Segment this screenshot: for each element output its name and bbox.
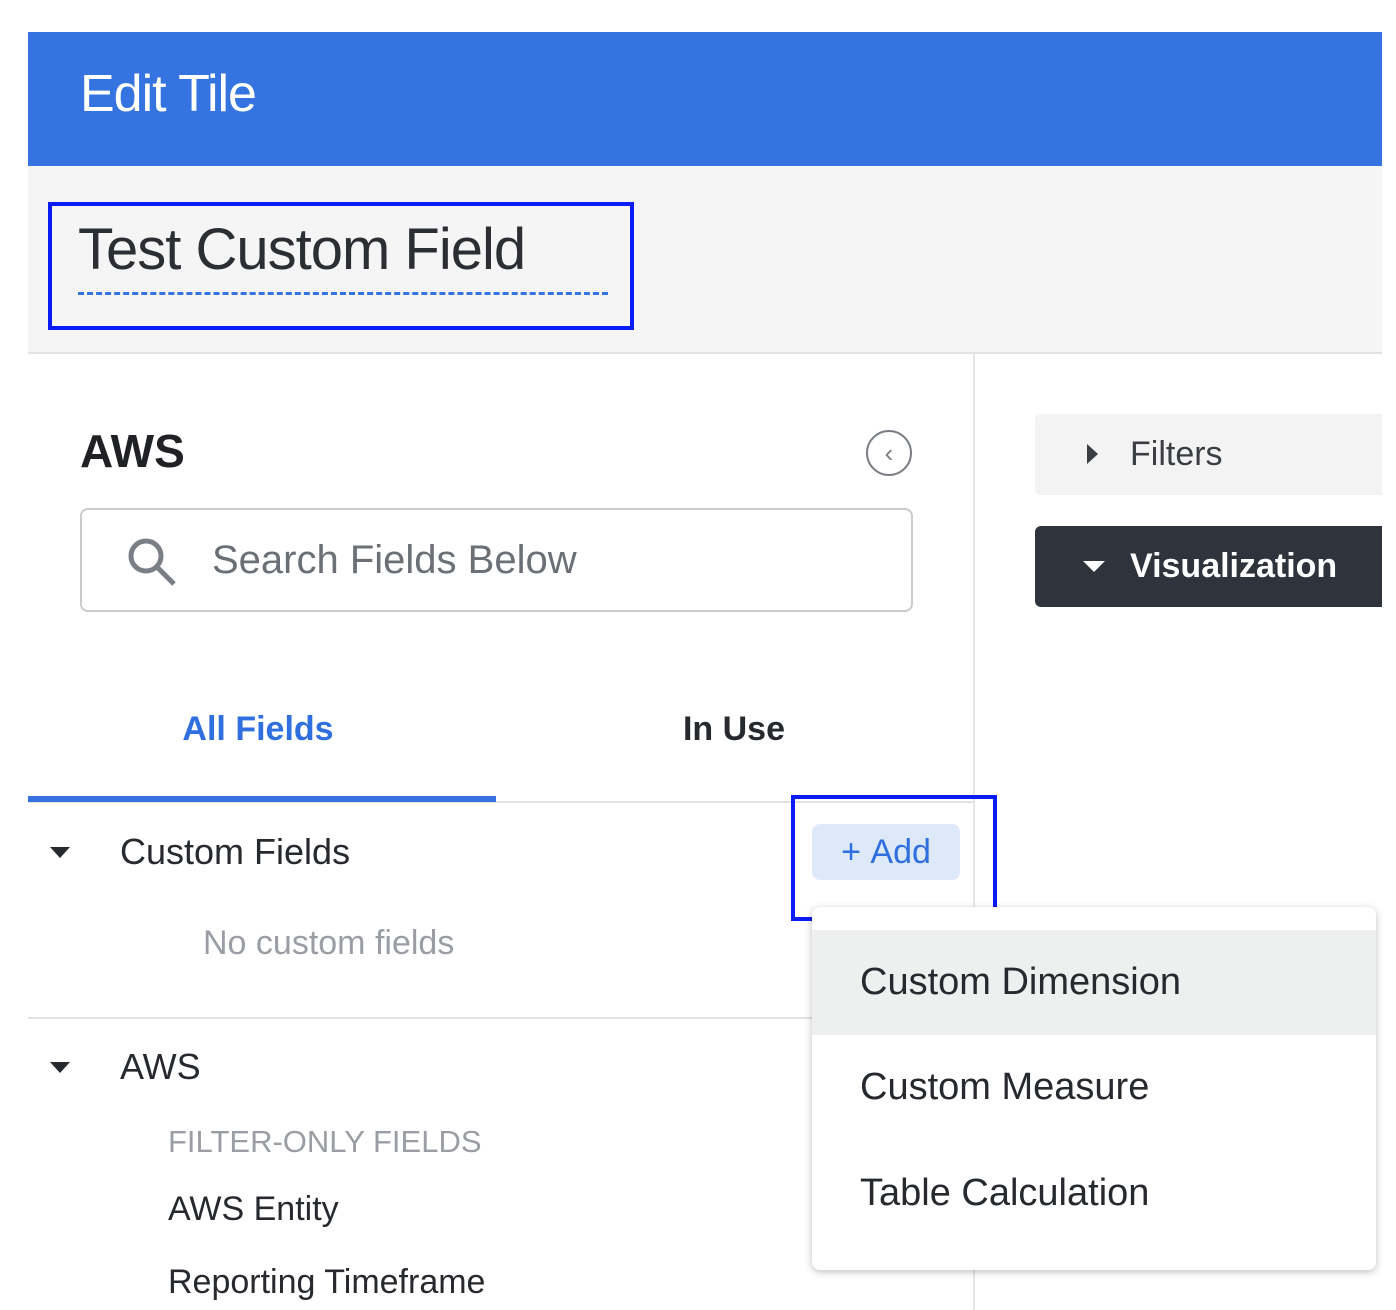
title-dashed-underline [78, 292, 608, 295]
visualization-label: Visualization [1130, 547, 1338, 585]
field-reporting-timeframe[interactable]: Reporting Timeframe [168, 1263, 486, 1301]
tabs-divider [28, 801, 974, 803]
section-divider [28, 1017, 812, 1019]
menu-item-custom-measure[interactable]: Custom Measure [860, 1066, 1150, 1108]
filters-section[interactable]: Filters [1035, 414, 1382, 495]
search-icon [128, 538, 176, 586]
aws-section[interactable]: AWS [120, 1046, 201, 1087]
plus-icon: + [841, 833, 871, 871]
panel-divider [973, 354, 975, 1310]
tab-in-use[interactable]: In Use [682, 710, 786, 748]
caret-right-icon [1087, 444, 1098, 464]
caret-down-icon [1083, 561, 1105, 572]
empty-state-text: No custom fields [203, 924, 455, 962]
add-label: Add [870, 833, 931, 871]
add-dropdown-menu: Custom Dimension Custom Measure Table Ca… [812, 907, 1376, 1270]
menu-item-custom-dimension[interactable]: Custom Dimension [812, 930, 1376, 1035]
filters-label: Filters [1130, 435, 1223, 473]
tab-all-fields[interactable]: All Fields [182, 710, 334, 748]
add-button[interactable]: + Add [812, 824, 960, 880]
caret-down-icon[interactable] [50, 1062, 70, 1073]
highlight-box-title [48, 202, 634, 330]
group-label: FILTER-ONLY FIELDS [168, 1124, 482, 1159]
active-tab-indicator [28, 796, 496, 802]
title-band [28, 166, 1382, 354]
caret-down-icon[interactable] [50, 847, 70, 858]
custom-fields-section[interactable]: Custom Fields [120, 831, 351, 872]
menu-item-table-calculation[interactable]: Table Calculation [860, 1172, 1150, 1214]
search-input[interactable]: Search Fields Below [80, 508, 913, 612]
explore-heading: AWS [80, 425, 185, 477]
header-title: Edit Tile [80, 65, 257, 123]
search-placeholder: Search Fields Below [212, 538, 577, 582]
header-bar: Edit Tile [28, 32, 1382, 166]
tile-title-input[interactable]: Test Custom Field [78, 217, 526, 282]
field-aws-entity[interactable]: AWS Entity [168, 1190, 339, 1228]
visualization-section[interactable]: Visualization [1035, 526, 1382, 607]
chevron-left-circle-icon[interactable]: ‹ [866, 430, 912, 476]
